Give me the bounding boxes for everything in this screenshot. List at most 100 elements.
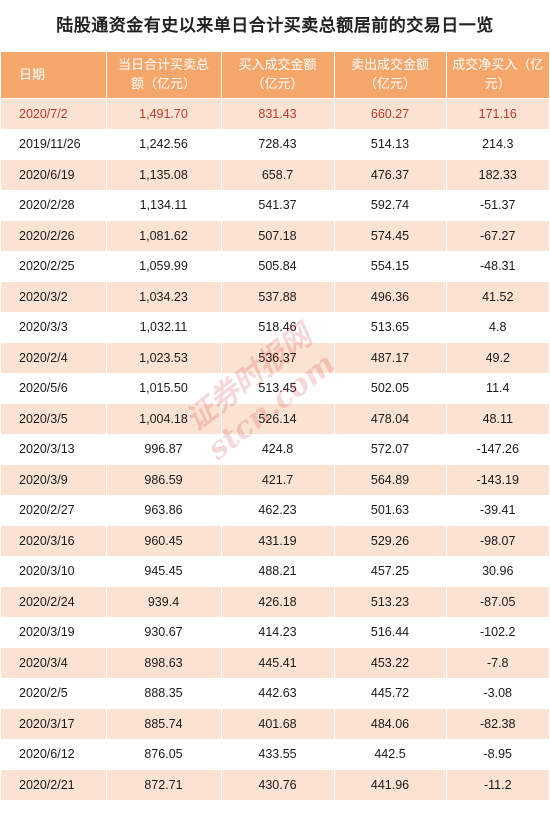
cell-sell: 442.5: [334, 739, 447, 770]
cell-date: 2020/6/19: [1, 159, 107, 191]
cell-sell: 501.63: [334, 495, 447, 526]
cell-date: 2020/2/28: [1, 190, 107, 221]
cell-sell: 445.72: [334, 678, 447, 709]
header-sell: 卖出成交金额 （亿元）: [334, 52, 447, 99]
cell-net: 182.33: [446, 159, 549, 191]
table-row: 2020/3/10 945.45 488.21 457.25 30.96: [1, 556, 549, 587]
cell-sell: 476.37: [334, 159, 447, 191]
cell-sell: 564.89: [334, 464, 447, 496]
table-body: 2020/7/2 1,491.70 831.43 660.27 171.16 2019/1…: [1, 98, 549, 801]
cell-sell: 478.04: [334, 403, 447, 435]
table-row: 2020/7/2 1,491.70 831.43 660.27 171.16: [1, 98, 549, 130]
table-row: 2020/3/13 996.87 424.8 572.07 -147.26: [1, 434, 549, 465]
cell-total: 1,059.99: [106, 251, 222, 282]
cell-total: 1,034.23: [106, 281, 222, 313]
trading-days-table: 日期 当日合计买卖总 额（亿元） 买入成交金额 （亿元） 卖出成交金额 （亿元） 成交…: [1, 52, 549, 801]
cell-net: 11.4: [446, 373, 549, 404]
cell-buy: 526.14: [221, 403, 335, 435]
cell-date: 2020/2/5: [1, 678, 107, 709]
cell-date: 2020/3/5: [1, 403, 107, 435]
cell-date: 2020/3/13: [1, 434, 107, 465]
cell-buy: 426.18: [221, 586, 335, 618]
cell-buy: 421.7: [221, 464, 335, 496]
cell-sell: 592.74: [334, 190, 447, 221]
cell-sell: 513.23: [334, 586, 447, 618]
table-row: 2020/2/28 1,134.11 541.37 592.74 -51.37: [1, 190, 549, 221]
cell-total: 1,491.70: [106, 98, 222, 130]
cell-buy: 728.43: [221, 129, 335, 160]
cell-net: -8.95: [446, 739, 549, 770]
cell-total: 1,015.50: [106, 373, 222, 404]
table-row: 2020/6/12 876.05 433.55 442.5 -8.95: [1, 739, 549, 770]
cell-net: 30.96: [446, 556, 549, 587]
cell-sell: 502.05: [334, 373, 447, 404]
header-total: 当日合计买卖总 额（亿元）: [106, 52, 222, 99]
cell-total: 963.86: [106, 495, 222, 526]
cell-net: -87.05: [446, 586, 549, 618]
cell-buy: 536.37: [221, 342, 335, 374]
table-header-row: 日期 当日合计买卖总 额（亿元） 买入成交金额 （亿元） 卖出成交金额 （亿元） 成交…: [1, 52, 549, 99]
cell-sell: 453.22: [334, 647, 447, 679]
table-row: 2020/6/19 1,135.08 658.7 476.37 182.33: [1, 159, 549, 191]
cell-total: 1,032.11: [106, 312, 222, 343]
cell-net: -48.31: [446, 251, 549, 282]
cell-net: 4.8: [446, 312, 549, 343]
cell-total: 1,004.18: [106, 403, 222, 435]
cell-net: 41.52: [446, 281, 549, 313]
cell-date: 2020/3/10: [1, 556, 107, 587]
cell-date: 2020/2/26: [1, 220, 107, 252]
cell-net: 49.2: [446, 342, 549, 374]
cell-sell: 529.26: [334, 525, 447, 557]
cell-date: 2020/2/25: [1, 251, 107, 282]
table-row: 2020/3/17 885.74 401.68 484.06 -82.38: [1, 708, 549, 740]
cell-total: 945.45: [106, 556, 222, 587]
cell-total: 986.59: [106, 464, 222, 496]
cell-sell: 574.45: [334, 220, 447, 252]
table-row: 2020/3/5 1,004.18 526.14 478.04 48.11: [1, 403, 549, 435]
table-row: 2020/5/6 1,015.50 513.45 502.05 11.4: [1, 373, 549, 404]
cell-total: 960.45: [106, 525, 222, 557]
cell-net: -67.27: [446, 220, 549, 252]
cell-net: -82.38: [446, 708, 549, 740]
cell-buy: 433.55: [221, 739, 335, 770]
cell-total: 876.05: [106, 739, 222, 770]
cell-buy: 414.23: [221, 617, 335, 648]
page-title: 陆股通资金有史以来单日合计买卖总额居前的交易日一览: [56, 16, 494, 36]
cell-net: -102.2: [446, 617, 549, 648]
cell-sell: 660.27: [334, 98, 447, 130]
table-row: 2020/3/9 986.59 421.7 564.89 -143.19: [1, 464, 549, 496]
cell-total: 996.87: [106, 434, 222, 465]
cell-buy: 401.68: [221, 708, 335, 740]
table-row: 2020/3/3 1,032.11 518.46 513.65 4.8: [1, 312, 549, 343]
cell-date: 2020/3/17: [1, 708, 107, 740]
cell-sell: 457.25: [334, 556, 447, 587]
cell-date: 2020/2/27: [1, 495, 107, 526]
cell-total: 898.63: [106, 647, 222, 679]
cell-date: 2020/7/2: [1, 98, 107, 130]
cell-total: 930.67: [106, 617, 222, 648]
cell-buy: 488.21: [221, 556, 335, 587]
cell-sell: 572.07: [334, 434, 447, 465]
cell-net: -51.37: [446, 190, 549, 221]
cell-date: 2020/2/4: [1, 342, 107, 374]
cell-net: -3.08: [446, 678, 549, 709]
cell-buy: 831.43: [221, 98, 335, 130]
cell-total: 1,242.56: [106, 129, 222, 160]
table-row: 2020/3/4 898.63 445.41 453.22 -7.8: [1, 647, 549, 679]
cell-date: 2020/6/12: [1, 739, 107, 770]
cell-total: 888.35: [106, 678, 222, 709]
table-row: 2020/2/26 1,081.62 507.18 574.45 -67.27: [1, 220, 549, 252]
cell-buy: 445.41: [221, 647, 335, 679]
cell-total: 1,134.11: [106, 190, 222, 221]
cell-buy: 513.45: [221, 373, 335, 404]
cell-buy: 505.84: [221, 251, 335, 282]
cell-buy: 430.76: [221, 769, 335, 801]
cell-total: 872.71: [106, 769, 222, 801]
header-buy: 买入成交金额 （亿元）: [221, 52, 335, 99]
table-row: 2020/2/27 963.86 462.23 501.63 -39.41: [1, 495, 549, 526]
cell-buy: 537.88: [221, 281, 335, 313]
table-row: 2020/2/21 872.71 430.76 441.96 -11.2: [1, 769, 549, 801]
cell-net: -7.8: [446, 647, 549, 679]
cell-net: -143.19: [446, 464, 549, 496]
cell-date: 2019/11/26: [1, 129, 107, 160]
